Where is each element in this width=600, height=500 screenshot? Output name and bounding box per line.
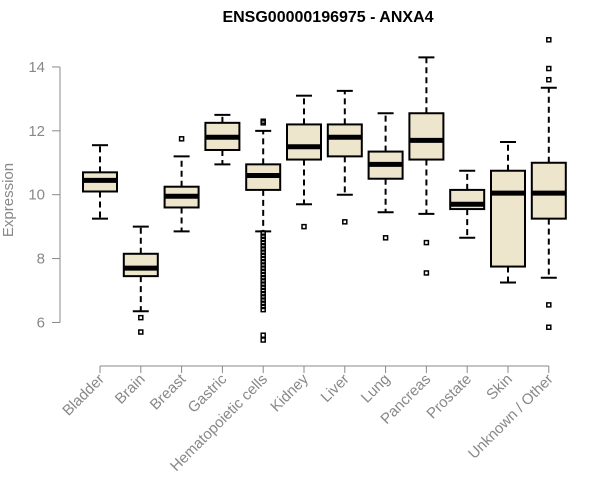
- outlier-point: [260, 337, 266, 343]
- outlier-point: [382, 235, 389, 241]
- box-skin: [490, 140, 526, 284]
- outlier-point: [546, 37, 552, 43]
- outlier-point: [260, 233, 266, 239]
- box-pancreas: [408, 56, 445, 276]
- outlier-point: [260, 278, 266, 284]
- outlier-point: [260, 274, 266, 281]
- outlier-point: [260, 294, 266, 300]
- outlier-point: [260, 262, 266, 268]
- x-tick-label: Brain: [112, 371, 149, 408]
- box-prostate: [449, 169, 486, 239]
- x-tick-label: Kidney: [267, 370, 312, 415]
- outlier-point: [178, 136, 185, 142]
- iqr-box: [490, 169, 526, 268]
- outlier-point: [260, 332, 266, 338]
- outlier-point: [260, 259, 266, 265]
- outlier-point: [423, 270, 430, 276]
- y-tick-label: 8: [37, 251, 45, 268]
- outlier-point: [546, 65, 552, 72]
- outlier-point: [260, 268, 266, 275]
- iqr-box: [326, 123, 363, 158]
- outlier-point: [423, 239, 430, 246]
- outlier-point: [260, 249, 266, 255]
- x-tick-label: Lung: [358, 371, 394, 407]
- outlier-point: [260, 281, 266, 287]
- box-hematopoietic-cells: [245, 118, 282, 343]
- outlier-point: [301, 223, 307, 230]
- outlier-point: [260, 306, 266, 313]
- outlier-point: [260, 287, 266, 294]
- box-liver: [326, 89, 363, 225]
- outlier-point: [260, 297, 266, 303]
- outlier-point: [546, 302, 552, 308]
- y-axis: 6 8 10 12 14: [28, 59, 61, 331]
- chart-title: ENSG00000196975 - ANXA4: [222, 9, 433, 26]
- boxes-group: [82, 37, 567, 343]
- outlier-point: [260, 120, 266, 126]
- outlier-point: [260, 255, 266, 262]
- outlier-point: [260, 239, 266, 246]
- outlier-point: [260, 236, 266, 243]
- box-bladder: [82, 144, 118, 220]
- y-tick-label: 12: [28, 123, 45, 140]
- outlier-point: [260, 243, 266, 249]
- x-tick-label: Prostate: [423, 371, 475, 423]
- outlier-point: [342, 219, 348, 225]
- outlier-point: [260, 303, 266, 310]
- outlier-point: [260, 265, 266, 271]
- outlier-point: [546, 324, 552, 330]
- x-tick-label: Bladder: [59, 371, 108, 420]
- x-tick-label: Breast: [147, 370, 190, 413]
- iqr-box: [408, 112, 445, 161]
- box-lung: [367, 112, 404, 241]
- outlier-point: [260, 246, 266, 252]
- iqr-box: [286, 123, 322, 161]
- y-tick-label: 6: [37, 314, 45, 331]
- outlier-point: [260, 290, 266, 297]
- outlier-point: [138, 329, 144, 335]
- box-unknown-other: [530, 37, 567, 330]
- iqr-box: [122, 252, 159, 278]
- x-tick-label: Liver: [318, 371, 353, 406]
- box-gastric: [204, 113, 241, 166]
- outlier-point: [260, 230, 266, 236]
- y-axis-label: Expression: [0, 163, 17, 237]
- y-tick-label: 14: [28, 59, 45, 76]
- box-kidney: [286, 94, 322, 230]
- outlier-point: [260, 300, 266, 307]
- x-tick-label: Skin: [483, 371, 516, 404]
- box-breast: [163, 136, 200, 233]
- outlier-point: [138, 314, 144, 321]
- y-tick-label: 10: [28, 187, 45, 204]
- outlier-point: [260, 271, 266, 278]
- outlier-point: [260, 252, 266, 259]
- outlier-point: [260, 284, 266, 291]
- outlier-point: [546, 76, 552, 83]
- box-brain: [122, 225, 159, 335]
